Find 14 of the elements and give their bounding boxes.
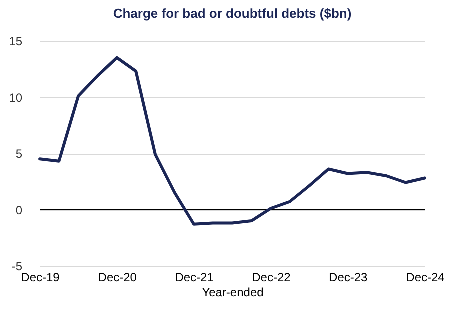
chart-title: Charge for bad or doubtful debts ($bn) [113,6,352,21]
x-tick-label: Dec-24 [406,270,446,284]
y-tick-label: 0 [16,203,23,218]
line-series [38,56,426,226]
y-tick-label: -5 [12,260,23,274]
x-axis-title: Year-ended [202,286,264,300]
y-tick-label: 15 [9,34,23,48]
x-tick-label: Dec-21 [175,270,214,284]
x-tick-label: Dec-20 [98,270,138,284]
x-tick-label: Dec-19 [21,270,60,284]
x-tick-label: Dec-22 [252,270,292,284]
y-tick-label: 10 [9,90,23,105]
x-tick-label: Dec-23 [329,270,368,284]
y-tick-label: 5 [16,147,23,161]
